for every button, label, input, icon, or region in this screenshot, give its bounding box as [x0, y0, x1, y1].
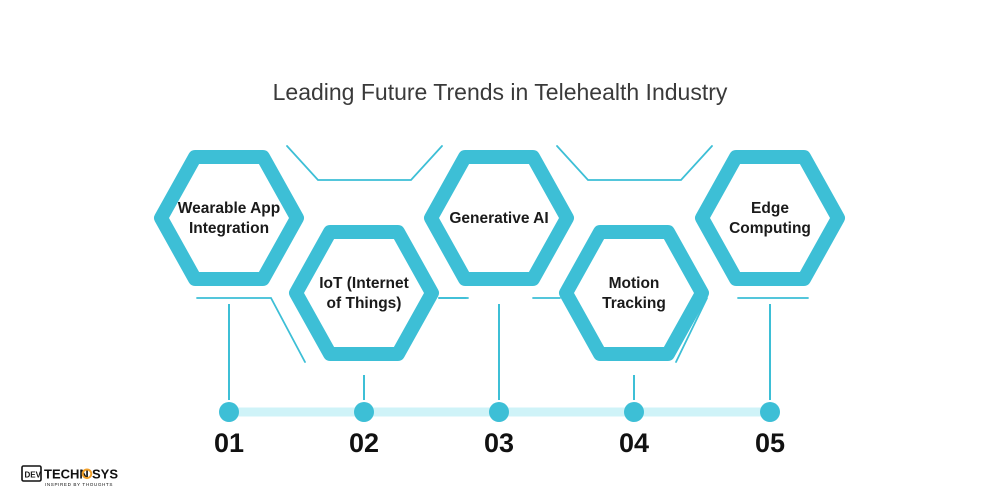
connector-line — [196, 297, 306, 363]
trend-hexagon — [559, 225, 709, 361]
trend-hexagon — [695, 150, 845, 286]
logo: DEV TECHN SYS INSPIRED BY THOUGHTS — [21, 465, 118, 487]
trend-label: Generative AI — [449, 210, 548, 227]
steps-group: Wearable App Integration 01 IoT (Internet of… — [154, 150, 845, 458]
trend-label: IoT (Internet — [319, 275, 409, 292]
trend-label: Integration — [189, 220, 269, 237]
logo-gear-icon — [81, 468, 93, 480]
connector-line — [286, 145, 443, 181]
logo-part-techn: TECHN — [44, 467, 89, 482]
logo-tagline: INSPIRED BY THOUGHTS — [45, 482, 113, 487]
trend-hexagon — [424, 150, 574, 286]
timeline-dot — [489, 402, 509, 422]
trend-label: Motion — [609, 275, 660, 292]
step-number: 01 — [214, 428, 244, 458]
step-05: Edge Computing 05 — [695, 150, 845, 458]
trend-label: Tracking — [602, 295, 666, 312]
step-03: Generative AI 03 — [424, 150, 574, 458]
trend-label: Edge — [751, 200, 789, 217]
timeline-dot — [760, 402, 780, 422]
hex-connectors — [196, 145, 809, 363]
page-title: Leading Future Trends in Telehealth Indu… — [273, 79, 728, 105]
timeline-dot — [219, 402, 239, 422]
step-04: Motion Tracking 04 — [559, 225, 709, 458]
trend-hexagon — [154, 150, 304, 286]
step-01: Wearable App Integration 01 — [154, 150, 304, 458]
trend-label: of Things) — [327, 295, 402, 312]
logo-part-dev: DEV — [25, 471, 42, 480]
connector-line — [556, 145, 713, 181]
trend-label: Computing — [729, 220, 811, 237]
timeline-dot — [354, 402, 374, 422]
step-number: 05 — [755, 428, 785, 458]
step-number: 04 — [619, 428, 649, 458]
trend-hexagon — [289, 225, 439, 361]
step-number: 03 — [484, 428, 514, 458]
connector-line — [675, 297, 708, 363]
timeline-dot — [624, 402, 644, 422]
logo-part-sys: SYS — [92, 467, 118, 482]
step-02: IoT (Internet of Things) 02 — [289, 225, 439, 458]
trend-label: Wearable App — [178, 200, 281, 217]
step-number: 02 — [349, 428, 379, 458]
logo-mark — [21, 465, 42, 482]
